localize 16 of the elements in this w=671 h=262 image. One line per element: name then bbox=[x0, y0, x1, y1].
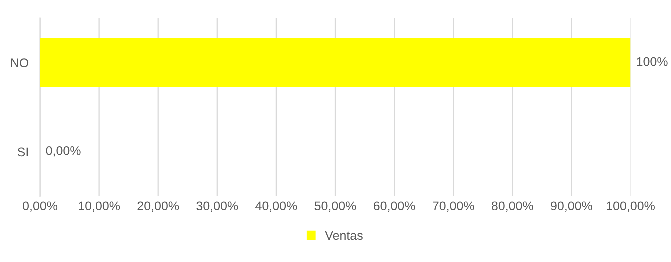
x-tick-label: 40,00% bbox=[256, 202, 298, 212]
x-tick-label: 60,00% bbox=[374, 202, 416, 212]
x-tick-label: 10,00% bbox=[79, 202, 120, 212]
legend-label: Ventas bbox=[325, 231, 363, 240]
data-label: 0,00% bbox=[46, 146, 81, 157]
y-tick-label: SI bbox=[18, 148, 28, 157]
x-tick-label: 80,00% bbox=[492, 202, 534, 212]
x-tick-label: 100,00% bbox=[607, 202, 655, 212]
data-label: 100% bbox=[637, 57, 668, 66]
x-tick-label: 0,00% bbox=[23, 202, 58, 212]
x-tick-label: 50,00% bbox=[314, 202, 356, 212]
x-tick-label: 20,00% bbox=[138, 202, 180, 212]
x-tick-label: 90,00% bbox=[551, 202, 592, 212]
x-tick-label: 30,00% bbox=[196, 202, 238, 212]
y-tick-label: NO bbox=[11, 58, 29, 68]
x-tick-label: 70,00% bbox=[433, 202, 474, 212]
